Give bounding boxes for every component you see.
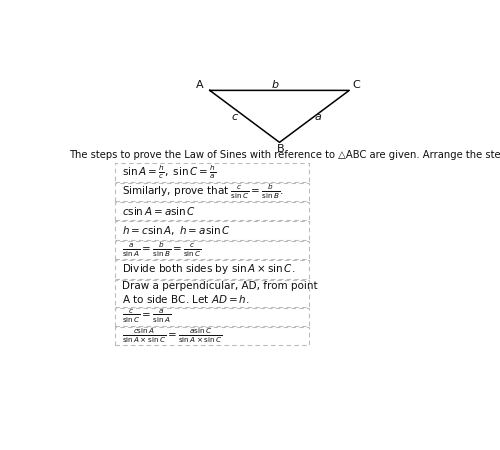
Text: $\frac{c\sin A}{\sin A \times \sin C} = \frac{a\sin C}{\sin A \times \sin C}$: $\frac{c\sin A}{\sin A \times \sin C} = … — [122, 327, 222, 346]
FancyBboxPatch shape — [115, 327, 308, 346]
FancyBboxPatch shape — [115, 202, 308, 220]
Text: B: B — [276, 144, 284, 153]
Text: $\frac{c}{\sin C} = \frac{a}{\sin A}$: $\frac{c}{\sin C} = \frac{a}{\sin A}$ — [122, 308, 171, 325]
Text: Similarly, prove that $\frac{c}{\sin C} = \frac{b}{\sin B}$.: Similarly, prove that $\frac{c}{\sin C} … — [122, 183, 284, 201]
FancyBboxPatch shape — [115, 163, 308, 181]
FancyBboxPatch shape — [115, 308, 308, 326]
FancyBboxPatch shape — [115, 241, 308, 259]
Text: c: c — [232, 112, 238, 122]
Text: A: A — [196, 80, 204, 90]
Text: $\frac{a}{\sin A} = \frac{b}{\sin B} = \frac{c}{\sin C}$: $\frac{a}{\sin A} = \frac{b}{\sin B} = \… — [122, 241, 202, 259]
FancyBboxPatch shape — [115, 279, 308, 306]
Text: The steps to prove the Law of Sines with reference to △ABC are given. Arrange th: The steps to prove the Law of Sines with… — [70, 150, 500, 160]
Text: Draw a perpendicular, AD, from point
A to side BC. Let $AD = h$.: Draw a perpendicular, AD, from point A t… — [122, 281, 318, 305]
Text: b: b — [272, 80, 278, 90]
Text: $c\sin A = a\sin C$: $c\sin A = a\sin C$ — [122, 205, 196, 217]
Text: $h = c\sin A,\ h = a\sin C$: $h = c\sin A,\ h = a\sin C$ — [122, 224, 230, 237]
FancyBboxPatch shape — [115, 183, 308, 201]
Text: a: a — [315, 112, 322, 122]
Text: $\sin A = \frac{h}{c},\ \sin C = \frac{h}{a}$: $\sin A = \frac{h}{c},\ \sin C = \frac{h… — [122, 164, 216, 181]
FancyBboxPatch shape — [115, 221, 308, 240]
Text: Divide both sides by $\sin A \times \sin C$.: Divide both sides by $\sin A \times \sin… — [122, 262, 295, 276]
FancyBboxPatch shape — [115, 260, 308, 279]
Text: C: C — [352, 80, 360, 90]
